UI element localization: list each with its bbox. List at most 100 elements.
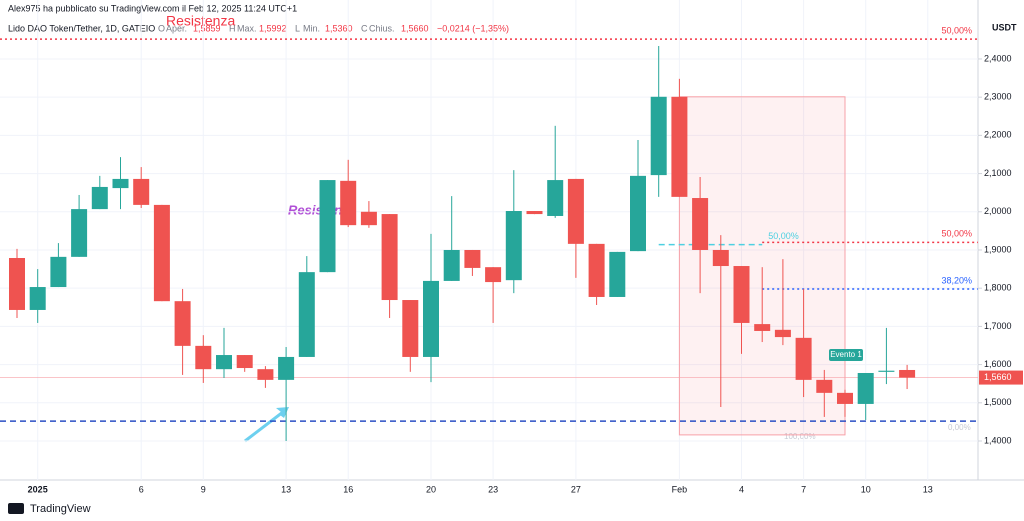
event-tag[interactable]: [829, 349, 863, 361]
candle-body: [443, 249, 460, 281]
candle-body: [712, 249, 729, 267]
candle-body: [505, 211, 522, 281]
legend-text: Lido DAO Token/Tether, 1D, GATEIO: [8, 23, 155, 33]
candle-body: [50, 256, 67, 288]
level-label: 50,00%: [941, 25, 972, 35]
candle-body: [340, 180, 357, 226]
candle-body: [402, 300, 419, 357]
candle-body: [381, 214, 398, 301]
candle-body: [29, 287, 46, 310]
level-label: 38,20%: [941, 275, 972, 285]
x-tick-label: 27: [571, 484, 581, 494]
y-tick-label: 2,3000: [984, 92, 1012, 102]
y-tick-label: 1,5000: [984, 397, 1012, 407]
candle-body: [671, 96, 688, 197]
brand-logo: [8, 503, 24, 514]
candle-body: [153, 204, 170, 302]
x-tick-label: 20: [426, 484, 436, 494]
x-tick-label: 10: [861, 484, 871, 494]
legend-text: O: [158, 23, 165, 33]
legend-text: 1,5859: [193, 23, 221, 33]
level-label: 50,00%: [768, 231, 799, 241]
candle-body: [754, 324, 771, 331]
candle-body: [774, 329, 791, 338]
candle-body: [298, 272, 315, 357]
fib-label: 100,00%: [784, 432, 816, 441]
candle-body: [878, 370, 895, 372]
candle-body: [319, 180, 336, 273]
candle-body: [733, 266, 750, 323]
legend-text: Min.: [303, 23, 320, 33]
x-tick-label: 9: [201, 484, 206, 494]
candle-body: [133, 178, 150, 205]
legend-text: −0,0214 (−1,35%): [437, 23, 509, 33]
author-line: Alex975 ha pubblicato su TradingView.com…: [8, 3, 297, 13]
candle-body: [216, 355, 232, 370]
last-price-label: 1,5660: [984, 372, 1012, 382]
last-price-tag: [979, 370, 1023, 385]
candle-body: [857, 372, 874, 404]
x-tick-label: Feb: [672, 484, 688, 494]
y-tick-label: 2,4000: [984, 53, 1012, 63]
candle-body: [112, 178, 129, 189]
candle-body: [588, 243, 605, 297]
y-unit: USDT: [992, 22, 1017, 32]
event-label: Evento 1: [830, 350, 862, 359]
x-tick-label: 4: [739, 484, 744, 494]
legend-line: Lido DAO Token/Tether, 1D, GATEIO O Aper. 1…: [8, 23, 509, 33]
y-tick-label: 1,8000: [984, 283, 1012, 293]
candle-body: [195, 345, 212, 370]
candle-body: [278, 356, 295, 380]
candle-body: [692, 198, 709, 250]
candle-body: [71, 209, 88, 257]
candle-body: [423, 280, 439, 357]
y-tick-label: 1,9000: [984, 244, 1012, 254]
candle-body: [174, 301, 191, 346]
x-tick-label: 6: [139, 484, 144, 494]
legend-text: 1,5660: [401, 23, 429, 33]
candle-body: [899, 369, 916, 378]
x-tick-label: 7: [801, 484, 806, 494]
legend-text: L: [295, 23, 300, 33]
legend-text: 1,5992: [259, 23, 287, 33]
legend-text: Aper.: [166, 23, 187, 33]
y-tick-label: 2,0000: [984, 206, 1012, 216]
level-label: 50,00%: [941, 229, 972, 239]
legend-text: 1,5360: [325, 23, 353, 33]
candle-body: [91, 186, 108, 210]
x-tick-label: 16: [343, 484, 353, 494]
candle-body: [485, 267, 502, 283]
candle-body: [547, 180, 564, 216]
candle-body: [257, 369, 274, 380]
candle-body: [464, 249, 481, 268]
candle-body: [526, 211, 543, 215]
candle-body: [795, 337, 812, 380]
candle-body: [816, 379, 833, 393]
legend-text: Chius.: [369, 23, 395, 33]
candle-body: [236, 355, 253, 369]
candle-body: [630, 175, 646, 252]
candle-body: [837, 392, 853, 404]
candle-body: [609, 251, 626, 297]
y-tick-label: 1,6000: [984, 359, 1012, 369]
x-tick-label: 13: [923, 484, 933, 494]
resistance-label: Resistenza: [166, 13, 235, 29]
range-box: [678, 96, 846, 436]
legend-text: H: [229, 23, 236, 33]
x-tick-label: 23: [488, 484, 498, 494]
candle-body: [567, 178, 584, 244]
candle-body: [650, 96, 667, 176]
arrow: [244, 410, 284, 443]
candle-body: [9, 258, 25, 310]
y-tick-label: 2,2000: [984, 130, 1012, 140]
brand: TradingView: [30, 503, 91, 515]
x-tick-label: 2025: [28, 484, 48, 494]
candle-body: [360, 211, 377, 226]
y-tick-label: 2,1000: [984, 168, 1012, 178]
fib-label: 0,00%: [948, 423, 971, 432]
legend-text: C: [361, 23, 368, 33]
x-tick-label: 13: [281, 484, 291, 494]
legend-text: Max.: [237, 23, 257, 33]
